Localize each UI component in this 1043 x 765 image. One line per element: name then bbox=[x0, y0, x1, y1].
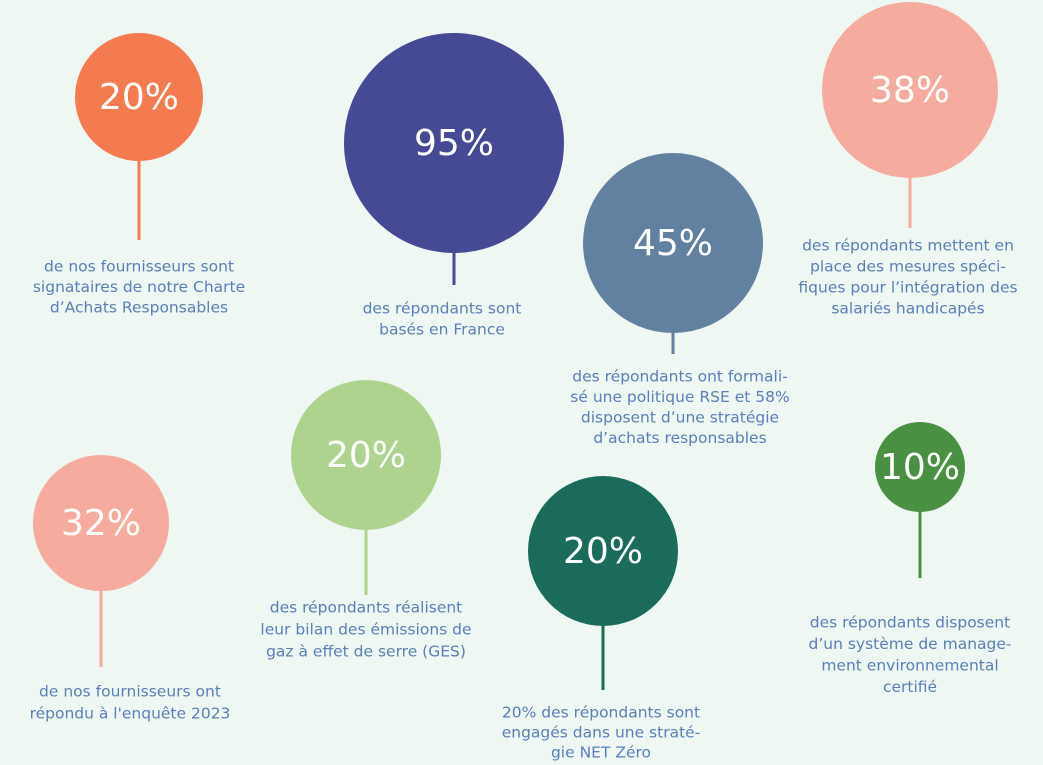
stat-description: des répondants sont bbox=[363, 300, 522, 318]
stat-description: des répondants réalisent bbox=[270, 599, 463, 617]
stat-description: de nos fournisseurs sont bbox=[44, 258, 234, 276]
stat-value: 20% bbox=[99, 77, 179, 118]
stat-circle bbox=[33, 455, 169, 591]
stat-circle bbox=[344, 33, 564, 253]
stat-description: répondu à l'enquête 2023 bbox=[30, 705, 231, 723]
stat-description: engagés dans une straté- bbox=[502, 724, 701, 742]
stat-description: leur bilan des émissions de bbox=[260, 621, 471, 639]
stat-value: 95% bbox=[414, 123, 494, 164]
stat-description: gaz à effet de serre (GES) bbox=[266, 643, 466, 661]
stat-description: des répondants disposent bbox=[810, 614, 1010, 632]
stat-description: d’achats responsables bbox=[593, 429, 766, 447]
stat-card: 32% de nos fournisseurs ont répondu à l'en… bbox=[30, 455, 231, 723]
stat-description: des répondants ont formali- bbox=[572, 368, 788, 386]
stat-description: de nos fournisseurs ont bbox=[39, 683, 221, 701]
stat-description: 20% des répondants sont bbox=[502, 704, 700, 722]
stat-card: 20% 20% des répondants sont engagés dans u… bbox=[502, 476, 701, 762]
stat-description: place des mesures spéci- bbox=[810, 258, 1006, 276]
stat-description: sé une politique RSE et 58% bbox=[570, 388, 789, 406]
stat-description: certifié bbox=[883, 678, 937, 696]
stat-card: 45% des répondants ont formali-sé une pol… bbox=[570, 153, 790, 447]
stat-card: 95% des répondants sont basés en France bbox=[344, 33, 564, 339]
stat-value: 32% bbox=[61, 503, 141, 544]
stat-description: fiques pour l’intégration des bbox=[798, 279, 1017, 297]
stat-card: 20% de nos fournisseurs sont signataires d… bbox=[33, 33, 245, 317]
stat-circle bbox=[875, 422, 965, 512]
stat-card: 10% des répondants disposent d’un système … bbox=[808, 422, 1012, 696]
stat-value: 20% bbox=[563, 531, 643, 572]
stat-description: basés en France bbox=[379, 321, 505, 339]
stat-description: signataires de notre Charte bbox=[33, 278, 245, 296]
stat-circle bbox=[528, 476, 678, 626]
stat-description: des répondants mettent en bbox=[802, 237, 1014, 255]
stat-circle bbox=[822, 2, 998, 178]
stat-value: 38% bbox=[870, 70, 950, 111]
stat-circle bbox=[75, 33, 203, 161]
stat-circle bbox=[583, 153, 763, 333]
stat-description: d’un système de manage- bbox=[808, 635, 1011, 653]
stat-card: 20% des répondants réalisent leur bilan de… bbox=[260, 380, 472, 661]
stat-description: gie NET Zéro bbox=[551, 744, 651, 762]
stat-value: 10% bbox=[880, 447, 960, 488]
stat-description: disposent d’une stratégie bbox=[581, 409, 779, 427]
stat-circle bbox=[291, 380, 441, 530]
stat-description: d’Achats Responsables bbox=[50, 299, 228, 317]
stat-value: 20% bbox=[326, 435, 406, 476]
stat-value: 45% bbox=[633, 223, 713, 264]
stat-description: salariés handicapés bbox=[831, 300, 984, 318]
stat-description: ment environnemental bbox=[821, 657, 998, 675]
stat-card: 38% des répondants mettent en place des me… bbox=[798, 2, 1018, 318]
